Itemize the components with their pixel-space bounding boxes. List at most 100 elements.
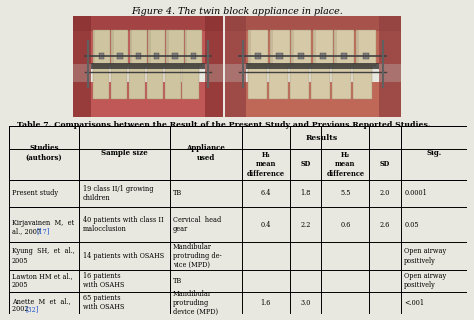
FancyBboxPatch shape (205, 16, 223, 117)
Bar (170, 126, 242, 180)
FancyBboxPatch shape (73, 16, 91, 117)
FancyBboxPatch shape (129, 65, 145, 99)
Text: 6.4: 6.4 (261, 189, 271, 197)
Text: H₂
mean
difference: H₂ mean difference (326, 151, 365, 178)
Text: [17]: [17] (37, 227, 50, 235)
Text: 2.0: 2.0 (380, 189, 390, 197)
FancyBboxPatch shape (111, 30, 128, 67)
Text: 0.0001: 0.0001 (404, 189, 427, 197)
FancyBboxPatch shape (148, 30, 165, 67)
Bar (401, 126, 467, 180)
Text: [32]: [32] (26, 305, 39, 313)
Bar (9, 126, 79, 180)
Text: Mandibular
protruding
device (MPD): Mandibular protruding device (MPD) (173, 290, 218, 316)
FancyBboxPatch shape (319, 53, 326, 59)
Text: 5.5: 5.5 (340, 189, 350, 197)
FancyBboxPatch shape (146, 65, 163, 99)
FancyBboxPatch shape (93, 30, 110, 67)
FancyBboxPatch shape (380, 16, 401, 117)
Text: Present study: Present study (12, 189, 58, 197)
FancyBboxPatch shape (334, 30, 337, 67)
FancyBboxPatch shape (311, 65, 330, 99)
FancyBboxPatch shape (313, 30, 333, 67)
Text: Sig.: Sig. (427, 149, 442, 157)
FancyBboxPatch shape (332, 65, 351, 99)
FancyBboxPatch shape (225, 82, 401, 117)
Text: 3.0: 3.0 (301, 299, 311, 307)
FancyBboxPatch shape (298, 53, 304, 59)
Text: 1.8: 1.8 (301, 189, 311, 197)
FancyBboxPatch shape (164, 65, 181, 99)
FancyBboxPatch shape (291, 30, 294, 67)
Text: 0.05: 0.05 (404, 221, 419, 229)
Text: Mandibular
protruding de-
vice (MPD): Mandibular protruding de- vice (MPD) (173, 243, 221, 269)
FancyBboxPatch shape (356, 30, 359, 67)
FancyBboxPatch shape (270, 30, 290, 67)
Text: H₁
mean
difference: H₁ mean difference (246, 151, 285, 178)
FancyBboxPatch shape (73, 16, 223, 64)
FancyBboxPatch shape (154, 53, 159, 59)
FancyBboxPatch shape (269, 65, 288, 99)
FancyBboxPatch shape (117, 53, 122, 59)
Text: Kirjavainen  M,  et: Kirjavainen M, et (12, 219, 74, 227)
Text: Kyung  SH,  et  al.,
2005: Kyung SH, et al., 2005 (12, 247, 74, 265)
FancyBboxPatch shape (248, 30, 268, 67)
Text: 2.6: 2.6 (380, 221, 390, 229)
FancyBboxPatch shape (255, 53, 261, 59)
Text: 0.6: 0.6 (340, 221, 350, 229)
FancyBboxPatch shape (248, 65, 267, 99)
FancyBboxPatch shape (270, 30, 273, 67)
FancyBboxPatch shape (73, 82, 223, 117)
FancyBboxPatch shape (91, 63, 205, 69)
Text: 2002: 2002 (12, 305, 30, 313)
Text: Open airway
positively: Open airway positively (404, 247, 447, 265)
Text: 65 patients
with OSAHS: 65 patients with OSAHS (82, 294, 124, 311)
Bar (9, 292, 79, 314)
Text: Sample size: Sample size (101, 149, 148, 157)
FancyBboxPatch shape (166, 30, 169, 67)
Text: Table 7. Comparisons between the Result of the Present Study and Previous Report: Table 7. Comparisons between the Result … (17, 121, 430, 129)
Text: 16 patients
with OSAHS: 16 patients with OSAHS (82, 272, 124, 290)
Text: 19 class II/1 growing
children: 19 class II/1 growing children (82, 185, 153, 202)
FancyBboxPatch shape (166, 30, 183, 67)
FancyBboxPatch shape (129, 30, 147, 67)
Text: Open airway
positively: Open airway positively (404, 272, 447, 290)
Bar (242, 126, 401, 149)
Text: Anette  M  et  al.,: Anette M et al., (12, 297, 71, 305)
FancyBboxPatch shape (225, 16, 246, 117)
FancyBboxPatch shape (248, 30, 251, 67)
FancyBboxPatch shape (290, 65, 310, 99)
FancyBboxPatch shape (111, 30, 114, 67)
Text: SD: SD (380, 160, 390, 168)
Bar (79, 126, 170, 180)
Text: Appliance
used: Appliance used (186, 144, 225, 162)
Text: Cervical  head
gear: Cervical head gear (173, 216, 221, 233)
FancyBboxPatch shape (185, 30, 187, 67)
Text: 14 patients with OSAHS: 14 patients with OSAHS (82, 252, 164, 260)
FancyBboxPatch shape (148, 30, 151, 67)
Text: Kirjavainen  M,  et
al., 2007 [17]: Kirjavainen M, et al., 2007 [17] (12, 216, 74, 233)
Text: Results: Results (305, 134, 337, 142)
Text: Studies
(authors): Studies (authors) (26, 144, 62, 162)
FancyBboxPatch shape (93, 65, 109, 99)
FancyBboxPatch shape (353, 65, 373, 99)
FancyBboxPatch shape (334, 30, 355, 67)
FancyBboxPatch shape (191, 53, 196, 59)
FancyBboxPatch shape (313, 30, 316, 67)
Text: <.001: <.001 (404, 299, 424, 307)
FancyBboxPatch shape (73, 16, 223, 31)
FancyBboxPatch shape (93, 30, 95, 67)
FancyBboxPatch shape (363, 53, 369, 59)
FancyBboxPatch shape (185, 30, 202, 67)
FancyBboxPatch shape (136, 53, 141, 59)
FancyBboxPatch shape (356, 30, 376, 67)
Text: Figure 4. The twin block appliance in place.: Figure 4. The twin block appliance in pl… (131, 7, 343, 16)
FancyBboxPatch shape (341, 53, 347, 59)
FancyBboxPatch shape (129, 30, 132, 67)
Text: 40 patients with class II
malocclusion: 40 patients with class II malocclusion (82, 216, 163, 233)
FancyBboxPatch shape (246, 63, 380, 69)
Text: 1.6: 1.6 (261, 299, 271, 307)
FancyBboxPatch shape (276, 53, 283, 59)
Text: Lawton HM et al.,
2005: Lawton HM et al., 2005 (12, 272, 73, 290)
Text: Anette  M  et  al.,
2002 [32]: Anette M et al., 2002 [32] (12, 294, 71, 311)
